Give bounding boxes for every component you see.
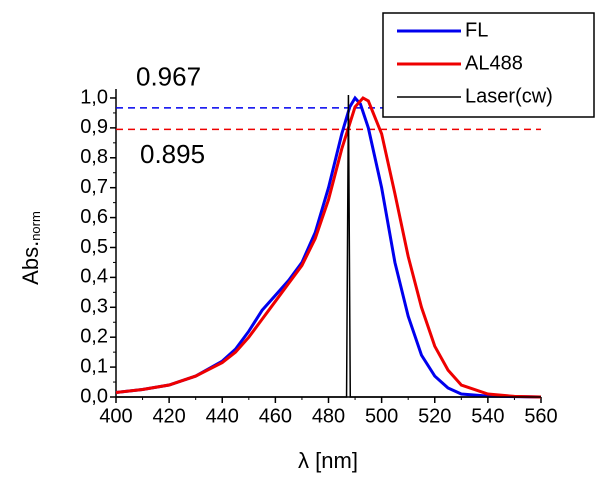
- line-series: [115, 96, 542, 399]
- line-series: [116, 94, 541, 398]
- x-tick-label: 460: [259, 405, 292, 427]
- reference-label: 0.895: [140, 139, 205, 169]
- legend-label: FL: [465, 19, 488, 41]
- y-tick-label: 0,6: [80, 206, 108, 228]
- y-label-main: Abs.: [18, 241, 43, 285]
- x-tick-label: 400: [99, 405, 132, 427]
- x-tick-label: 520: [418, 405, 451, 427]
- x-tick-label: 560: [524, 405, 557, 427]
- x-tick-label: 500: [365, 405, 398, 427]
- x-tick-label: 480: [312, 405, 345, 427]
- y-label-sub: norm: [28, 211, 43, 241]
- y-tick-label: 0,0: [80, 385, 108, 407]
- x-tick-label: 420: [152, 405, 185, 427]
- x-tick-label: 540: [471, 405, 504, 427]
- y-tick-label: 0,2: [80, 325, 108, 347]
- y-tick-label: 0,1: [80, 355, 108, 377]
- y-axis-title: Abs.norm: [18, 211, 44, 285]
- y-tick-label: 0,8: [80, 146, 108, 168]
- y-tick-label: 0,5: [80, 236, 108, 258]
- legend-label: Laser(cw): [465, 85, 553, 107]
- y-tick-label: 1,0: [80, 86, 108, 108]
- y-axis-label: Abs.norm: [18, 211, 44, 285]
- y-tick-label: 0,9: [80, 116, 108, 138]
- y-tick-label: 0,7: [80, 176, 108, 198]
- line-series: [115, 95, 542, 399]
- y-tick-label: 0,3: [80, 296, 108, 318]
- x-tick-label: 440: [206, 405, 239, 427]
- x-axis-label: λ [nm]: [298, 448, 358, 473]
- y-tick-label: 0,4: [80, 266, 108, 288]
- reference-label: 0.967: [136, 62, 201, 92]
- legend-label: AL488: [465, 52, 523, 74]
